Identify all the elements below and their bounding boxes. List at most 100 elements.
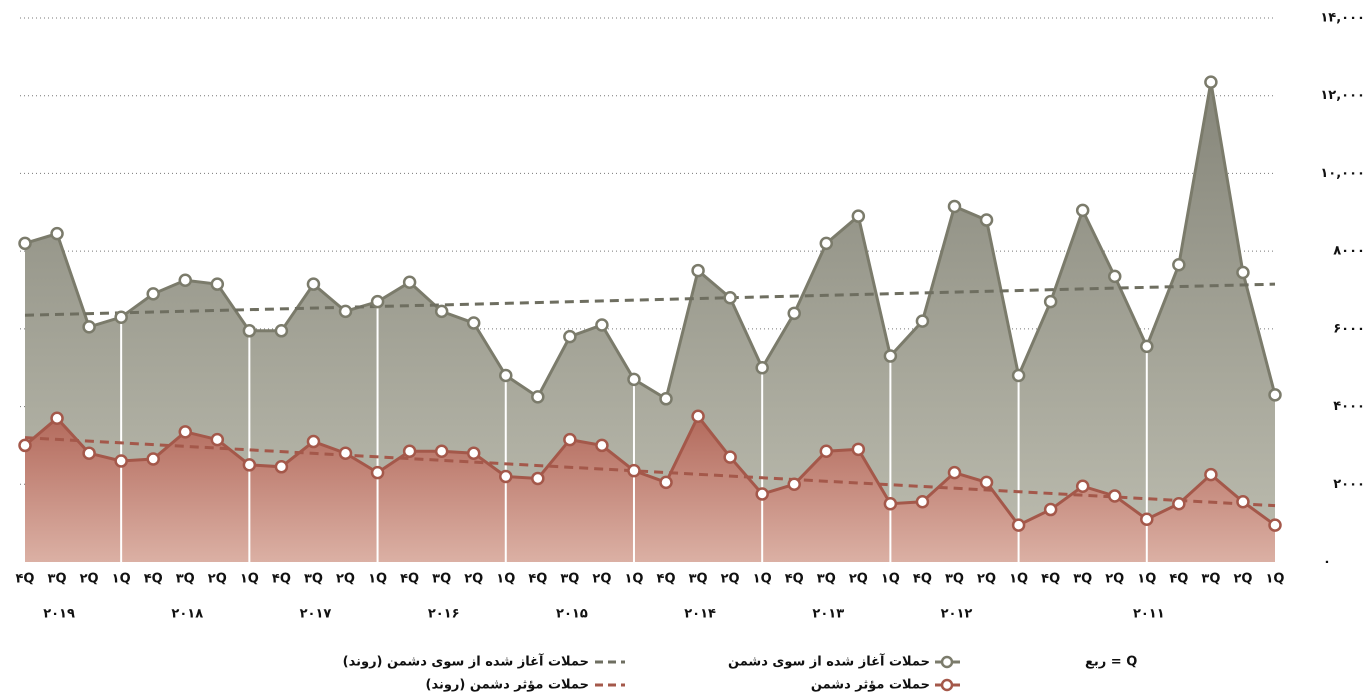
y-tick-label: ۰ (1323, 555, 1331, 570)
marker (595, 438, 609, 453)
marker (50, 226, 64, 241)
x-tick-label: ۳Q (1201, 572, 1220, 587)
marker (146, 452, 160, 466)
x-tick-label: ۳Q (1073, 572, 1092, 587)
x-tick-label: ۱Q (1137, 572, 1156, 587)
x-tick-label: ۳Q (304, 572, 323, 587)
marker (434, 444, 449, 459)
marker (242, 458, 257, 472)
marker (1268, 388, 1282, 402)
x-tick-label: ۱Q (881, 572, 900, 587)
marker (18, 236, 32, 251)
marker (1236, 495, 1250, 509)
marker (370, 465, 385, 480)
marker (691, 263, 705, 278)
marker (434, 304, 449, 319)
x-tick-label: ۱Q (112, 572, 131, 587)
y-tick-label: ۶۰۰۰ (1333, 321, 1365, 336)
x-tick-label: ۴Q (1169, 572, 1188, 587)
marker (1172, 496, 1186, 511)
area (25, 82, 1275, 562)
marker (1011, 368, 1026, 383)
x-tick-label: ۲Q (1105, 572, 1124, 587)
y-tick-label: ۱۴,۰۰۰ (1320, 11, 1365, 26)
marker (146, 287, 160, 301)
marker (723, 291, 737, 305)
x-tick-label: ۱Q (496, 572, 515, 587)
x-tick-label: ۴Q (657, 572, 676, 587)
marker (979, 213, 994, 227)
marker (1075, 203, 1090, 218)
marker (18, 438, 32, 453)
marker (499, 368, 513, 383)
line (24, 413, 1276, 527)
x-tick-label: ۱Q (1266, 572, 1285, 587)
x-tick-label: ۴Q (785, 572, 804, 587)
x-tick-label: ۱Q (368, 572, 387, 587)
year-label: ۲۰۱۲ (941, 607, 973, 622)
marker (338, 446, 353, 460)
y-tick-label: ۴۰۰۰ (1333, 399, 1365, 414)
marker (883, 349, 898, 363)
x-tick-label: ۲Q (336, 572, 355, 587)
marker (274, 460, 289, 474)
marker (1140, 339, 1154, 354)
x-tick-label: ۲Q (849, 572, 868, 587)
x-tick-label: ۳Q (432, 572, 451, 587)
marker (1236, 265, 1250, 280)
x-tick-label: ۱Q (753, 572, 772, 587)
x-tick-label: ۱Q (624, 572, 643, 587)
marker (915, 314, 930, 328)
marker (979, 475, 994, 490)
x-tick-label: ۳Q (817, 572, 836, 587)
marker (595, 318, 609, 332)
marker (691, 409, 705, 424)
marker (306, 434, 321, 449)
marker (851, 442, 866, 457)
y-tick-label: ۱۲,۰۰۰ (1320, 88, 1365, 103)
marker (659, 475, 673, 490)
x-tick-label: ۳Q (560, 572, 579, 587)
x-tick-label: ۳Q (176, 572, 195, 587)
legend-label: حملات آغاز شده از سوی دشمن (728, 653, 930, 670)
x-tick-label: ۲Q (208, 572, 227, 587)
marker (1268, 518, 1282, 532)
marker (499, 469, 513, 484)
x-tick-label: ۴Q (400, 572, 419, 587)
x-tick-label: ۴Q (1041, 572, 1060, 587)
legend-label: حملات مؤثر دشمن (811, 678, 930, 693)
legend: Q = ربع حملات آغاز شده از سوی دشمن حملات … (343, 653, 1138, 693)
note: Q = ربع (1085, 655, 1137, 670)
marker (242, 324, 257, 338)
marker (114, 454, 128, 468)
marker (531, 390, 545, 404)
x-tick-label: ۲Q (80, 572, 99, 587)
marker (787, 477, 801, 492)
marker (82, 446, 96, 460)
marker (755, 487, 769, 501)
x-tick-label: ۴Q (913, 572, 932, 587)
marker (915, 495, 930, 509)
x-tick-label: ۳Q (48, 572, 67, 587)
x-tick-label: ۲Q (721, 572, 740, 587)
marker (755, 360, 769, 375)
marker (787, 306, 801, 321)
marker (659, 392, 673, 406)
marker (627, 372, 641, 387)
year-label: ۲۰۱۱ (1133, 607, 1165, 622)
marker (1204, 75, 1218, 89)
x-tick-label: ۲Q (1233, 572, 1252, 587)
marker (370, 294, 385, 309)
x-tick-label: ۱Q (1009, 572, 1028, 587)
marker (178, 273, 193, 288)
y-tick-label: ۸۰۰۰ (1333, 244, 1365, 259)
year-label: ۲۰۱۵ (556, 607, 588, 622)
marker (114, 310, 128, 324)
marker (466, 316, 481, 330)
marker (883, 496, 898, 511)
trend-line (24, 282, 1276, 317)
x-tick-label: ۱Q (240, 572, 259, 587)
area (25, 416, 1275, 562)
year-label: ۲۰۱۴ (684, 607, 716, 622)
marker (1075, 479, 1090, 493)
